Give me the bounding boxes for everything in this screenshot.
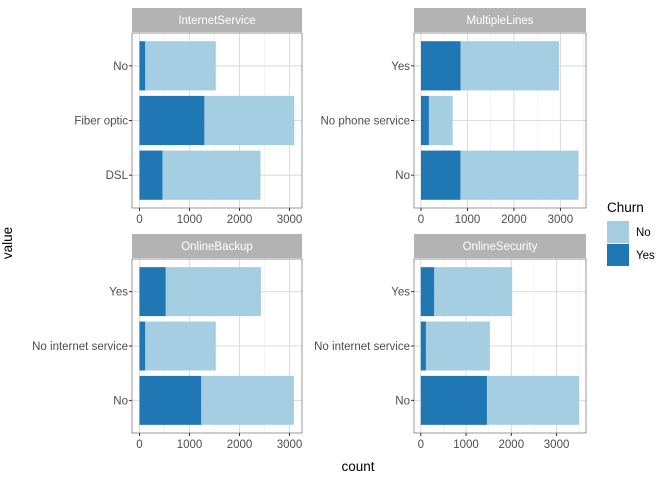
bar-multiplelines-yes-no	[460, 41, 560, 91]
x-tick-label: 2000	[227, 439, 253, 451]
panel-onlinesecurity: OnlineSecurity No No internet service Yes 0 1…	[314, 234, 587, 451]
x-tick-label: 0	[136, 214, 142, 226]
x-tick-label: 3000	[277, 214, 303, 226]
bar-onlinesecurity-yes-yes	[420, 267, 435, 317]
strip-title-onlinesecurity: OnlineSecurity	[463, 241, 538, 253]
x-tick-label: 2000	[501, 214, 527, 226]
x-tick-label: 3000	[548, 214, 574, 226]
bar-onlinesecurity-no-internet-service-no	[425, 321, 490, 371]
bar-multiplelines-no-phone-service-yes	[420, 95, 429, 146]
strip-onlinesecurity	[414, 234, 586, 258]
legend-key-no	[607, 221, 629, 243]
bar-onlinebackup-no-internet-service-no	[145, 321, 216, 371]
x-tick-label: 2000	[499, 439, 525, 451]
x-tick-label: 3000	[277, 439, 303, 451]
bar-onlinesecurity-no-yes	[420, 375, 487, 425]
x-tick-label: 1000	[453, 439, 479, 451]
y-tick-label-yes: Yes	[391, 287, 410, 299]
legend-label-yes: Yes	[636, 250, 655, 262]
y-tick-label-no: No	[395, 170, 410, 182]
strip-internetservice	[132, 8, 302, 32]
x-tick-label: 1000	[455, 214, 481, 226]
y-tick-label-no: No	[113, 61, 128, 73]
bar-onlinebackup-yes-yes	[139, 267, 166, 317]
bar-onlinebackup-no-internet-service-yes	[139, 321, 146, 371]
bar-multiplelines-no-no	[460, 150, 579, 200]
legend-key-yes	[607, 244, 629, 266]
panel-multiplelines: MultipleLines No No phone service Yes 0 1000 2…	[321, 8, 587, 226]
strip-title-multiplelines: MultipleLines	[466, 15, 533, 27]
y-tick-label-no-phone-service: No phone service	[321, 116, 411, 128]
bar-onlinebackup-no-yes	[139, 375, 202, 425]
bar-onlinesecurity-no-internet-service-yes	[420, 321, 426, 371]
y-tick-label-fiber-optic: Fiber optic	[74, 116, 128, 128]
x-tick-label: 0	[136, 439, 142, 451]
y-tick-label-no-internet-service: No internet service	[32, 341, 128, 353]
bar-internetservice-no-no	[145, 41, 216, 91]
bar-multiplelines-no-phone-service-no	[428, 95, 453, 146]
y-tick-label-no: No	[395, 395, 410, 407]
strip-title-onlinebackup: OnlineBackup	[181, 241, 253, 253]
y-tick-label-yes: Yes	[391, 61, 410, 73]
bar-onlinesecurity-yes-no	[434, 267, 513, 317]
y-tick-label-no-internet-service: No internet service	[314, 341, 410, 353]
strip-title-internetservice: InternetService	[178, 15, 255, 27]
strip-onlinebackup	[132, 234, 302, 258]
legend-label-no: No	[636, 227, 651, 239]
y-tick-label-no: No	[113, 395, 128, 407]
x-tick-label: 2000	[227, 214, 253, 226]
bar-multiplelines-yes-yes	[420, 41, 461, 91]
x-tick-label: 0	[418, 439, 424, 451]
bar-multiplelines-no-yes	[420, 150, 461, 200]
x-tick-label: 1000	[177, 214, 203, 226]
panel-onlinebackup: OnlineBackup No No internet service Yes 0 100…	[32, 234, 302, 451]
panel-internetservice: InternetService DSL Fiber optic No 0 1000 2000…	[74, 8, 302, 226]
legend-title: Churn	[607, 200, 644, 215]
bar-onlinebackup-no-no	[201, 375, 294, 425]
bar-onlinesecurity-no-no	[486, 375, 580, 425]
legend: Churn No Yes	[607, 200, 655, 266]
x-tick-label: 1000	[177, 439, 203, 451]
y-tick-label-yes: Yes	[109, 287, 128, 299]
x-axis-title: count	[341, 459, 374, 474]
strip-multiplelines	[414, 8, 586, 32]
x-tick-label: 3000	[544, 439, 570, 451]
y-axis-title: value	[0, 227, 15, 259]
bar-internetservice-fiber-optic-yes	[139, 95, 205, 146]
x-tick-label: 0	[418, 214, 424, 226]
panels-layer: InternetService DSL Fiber optic No 0 1000 2000…	[32, 8, 587, 451]
y-tick-label-dsl: DSL	[106, 170, 129, 182]
bar-internetservice-no-yes	[139, 41, 146, 91]
bar-internetservice-dsl-no	[162, 150, 261, 200]
bar-internetservice-dsl-yes	[139, 150, 163, 200]
bar-onlinebackup-yes-no	[165, 267, 261, 317]
bar-internetservice-fiber-optic-no	[204, 95, 295, 146]
